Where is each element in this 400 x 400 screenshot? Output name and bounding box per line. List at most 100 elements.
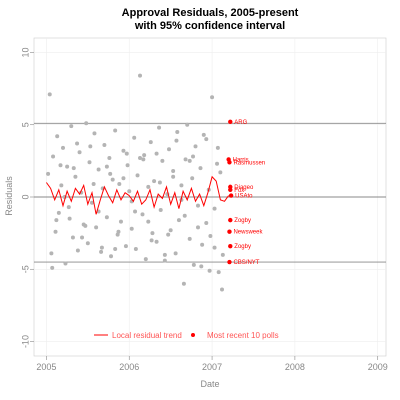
residual-point: [117, 181, 122, 186]
recent-poll-label: ARG: [234, 120, 247, 126]
residual-point: [215, 145, 220, 150]
residual-point: [46, 171, 51, 176]
residual-point: [125, 163, 130, 168]
residual-point: [75, 141, 80, 146]
residual-point: [113, 247, 118, 252]
residual-point: [220, 252, 225, 257]
residual-point: [181, 281, 186, 286]
residual-point: [174, 138, 179, 143]
residual-point: [53, 229, 58, 234]
recent-poll-label: Harris: [233, 157, 249, 163]
residual-point: [138, 155, 143, 160]
residual-point: [141, 157, 146, 162]
recent-poll-label: Rasmussen: [233, 160, 265, 166]
legend-trend-label: Local residual trend: [112, 331, 182, 340]
residual-point: [63, 261, 68, 266]
residual-point: [218, 170, 223, 175]
residual-point: [84, 121, 89, 126]
residual-point: [195, 203, 200, 208]
trend-layer: [45, 175, 230, 215]
y-tick-label: 5: [20, 122, 30, 127]
residual-point: [191, 154, 196, 159]
residual-point: [75, 248, 80, 253]
residual-point: [157, 180, 162, 185]
x-tick-label: 2009: [368, 362, 388, 372]
residual-point: [166, 232, 171, 237]
residual-point: [212, 245, 217, 250]
y-tick-label: -5: [20, 265, 30, 273]
residual-point: [204, 137, 209, 142]
residual-point: [110, 177, 115, 182]
residual-point: [146, 184, 151, 189]
residual-point: [91, 181, 96, 186]
residual-point: [154, 239, 159, 244]
x-tick-label: 2005: [36, 362, 56, 372]
recent-poll-label: Diageo: [234, 185, 254, 191]
residual-point: [187, 158, 192, 163]
residual-point: [87, 160, 92, 165]
recent-poll-label: Zogby: [234, 218, 251, 224]
residual-point: [204, 221, 209, 226]
residual-point: [212, 206, 217, 211]
residual-point: [162, 258, 167, 263]
residual-point: [77, 150, 82, 155]
y-tick-label: 10: [20, 47, 30, 57]
x-tick-label: 2008: [285, 362, 305, 372]
residual-point: [162, 252, 167, 257]
residual-point: [116, 229, 121, 234]
residual-point: [146, 219, 151, 224]
residual-point: [210, 95, 215, 100]
residual-point: [47, 92, 52, 97]
recent-poll-label: Zogby: [234, 244, 251, 250]
residual-point: [60, 145, 65, 150]
axes: 2005 2006 2007 2008 2009 10 5 0 -5 -10: [20, 47, 387, 372]
residual-point: [107, 155, 112, 160]
recent-poll-point: [228, 193, 234, 198]
x-tick-label: 2006: [119, 362, 139, 372]
residual-point: [160, 158, 165, 163]
residual-point: [104, 164, 109, 169]
residual-point: [73, 174, 78, 179]
residual-point: [182, 213, 187, 218]
residual-point: [104, 215, 109, 220]
residual-point: [109, 254, 114, 259]
residual-points: [46, 73, 225, 292]
recent-poll-point: [228, 243, 233, 249]
residual-point: [89, 200, 94, 205]
residual-point: [135, 173, 140, 178]
residual-point: [132, 135, 137, 140]
x-tick-label: 2007: [202, 362, 222, 372]
residual-point: [133, 209, 138, 214]
residual-point: [99, 245, 104, 250]
legend: Local residual trend Most recent 10 poll…: [94, 331, 279, 340]
residual-point: [67, 216, 72, 221]
residual-point: [108, 171, 113, 176]
recent-poll-label: USAto: [235, 194, 253, 200]
recent-poll-point: [228, 119, 233, 125]
recent-poll-point: [227, 259, 232, 265]
recent-poll-point: [228, 187, 233, 192]
residual-point: [127, 189, 132, 194]
residual-point: [191, 262, 196, 267]
residual-point: [190, 176, 195, 181]
residual-point: [138, 73, 143, 78]
residual-point: [183, 157, 188, 162]
residual-point: [154, 151, 159, 156]
recent-poll-label: Fox: [234, 188, 244, 194]
residual-point: [208, 234, 213, 239]
recent-poll-label: CBS/NYT: [233, 260, 259, 266]
residual-point: [157, 125, 162, 130]
y-tick-label: -10: [20, 335, 30, 348]
residual-point: [65, 164, 70, 169]
residual-point: [176, 218, 181, 223]
chart-subtitle: with 95% confidence interval: [134, 20, 285, 32]
residual-point: [200, 242, 205, 247]
residual-point: [80, 235, 85, 240]
residual-point: [199, 264, 204, 269]
residual-point: [150, 231, 155, 236]
residual-point: [51, 154, 56, 159]
residual-point: [71, 166, 76, 171]
residual-point: [124, 151, 129, 156]
